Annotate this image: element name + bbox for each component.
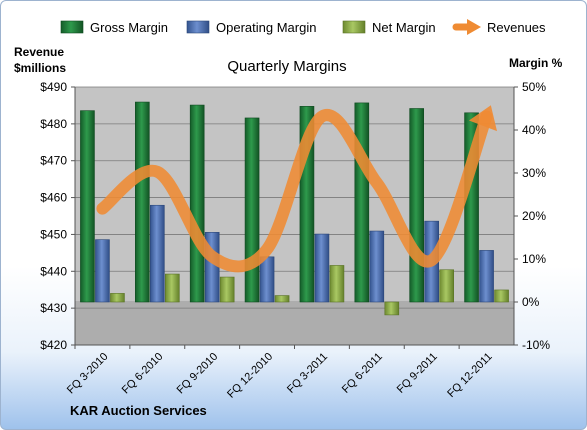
bar-gross-margin xyxy=(409,108,424,303)
bar-net-margin xyxy=(110,293,125,303)
left-tick-label: $430 xyxy=(40,301,67,315)
bar-operating-margin xyxy=(479,250,494,303)
bar-net-margin xyxy=(494,289,509,303)
x-tick-label: FQ 3-2010 xyxy=(65,351,111,397)
left-tick-label: $450 xyxy=(40,227,67,241)
plot-area-below-zero xyxy=(75,301,514,345)
left-tick-label: $460 xyxy=(40,191,67,205)
x-tick-label: FQ 6-2010 xyxy=(120,351,166,397)
legend-label-operating-margin: Operating Margin xyxy=(216,20,316,35)
bar-net-margin xyxy=(384,301,400,316)
bar-gross-margin xyxy=(80,110,95,303)
x-tick-label: FQ 9-2011 xyxy=(395,351,440,396)
bar-operating-margin xyxy=(95,239,110,303)
right-tick-label: -10% xyxy=(522,338,550,352)
legend-swatch-gross-margin xyxy=(60,20,84,34)
bar-gross-margin xyxy=(189,104,205,303)
chart-title: Quarterly Margins xyxy=(227,58,346,75)
bar-net-margin xyxy=(219,276,235,303)
right-tick-label: 50% xyxy=(522,80,546,94)
bar-net-margin xyxy=(439,269,454,303)
bar-net-margin xyxy=(274,295,290,303)
legend-label-revenues: Revenues xyxy=(487,20,546,35)
bar-gross-margin xyxy=(244,117,260,303)
revenue-arrowhead xyxy=(468,105,498,132)
bar-gross-margin xyxy=(354,102,370,303)
bar-net-margin xyxy=(329,265,345,303)
left-axis-label-line1: Revenue xyxy=(14,45,64,59)
legend-swatch-revenues xyxy=(452,19,481,35)
left-tick-label: $490 xyxy=(40,80,67,94)
right-tick-label: 30% xyxy=(522,166,546,180)
left-tick-label: $470 xyxy=(40,154,67,168)
legend-swatch-operating-margin xyxy=(186,20,210,34)
left-tick-label: $420 xyxy=(40,338,67,352)
bar-net-margin xyxy=(165,273,180,303)
x-tick-label: FQ 6-2011 xyxy=(340,351,385,396)
x-tick-label: FQ 12-2010 xyxy=(225,351,275,401)
legend: Gross Margin Operating Margin Net Margin… xyxy=(60,19,546,35)
left-tick-label: $440 xyxy=(40,264,67,278)
left-tick-label: $480 xyxy=(40,117,67,131)
x-tick-label: FQ 9-2010 xyxy=(175,351,221,397)
legend-label-net-margin: Net Margin xyxy=(372,20,436,35)
bar-operating-margin xyxy=(369,230,385,303)
bar-operating-margin xyxy=(150,204,165,303)
x-tick-label: FQ 3-2011 xyxy=(285,351,330,396)
right-tick-label: 40% xyxy=(522,123,546,137)
right-tick-label: 10% xyxy=(522,252,546,266)
legend-label-gross-margin: Gross Margin xyxy=(90,20,168,35)
right-tick-label: 20% xyxy=(522,209,546,223)
right-axis-label: Margin % xyxy=(509,56,563,70)
x-tick-label: FQ 12-2011 xyxy=(445,351,494,400)
bar-gross-margin xyxy=(135,101,150,303)
bar-operating-margin xyxy=(314,233,330,303)
legend-swatch-net-margin xyxy=(342,20,366,34)
company-name: KAR Auction Services xyxy=(70,403,207,418)
revenue-line-layer xyxy=(96,105,498,273)
bar-operating-margin xyxy=(259,256,275,303)
right-tick-label: 0% xyxy=(522,295,540,309)
left-axis-label-line2: $millions xyxy=(14,61,66,75)
